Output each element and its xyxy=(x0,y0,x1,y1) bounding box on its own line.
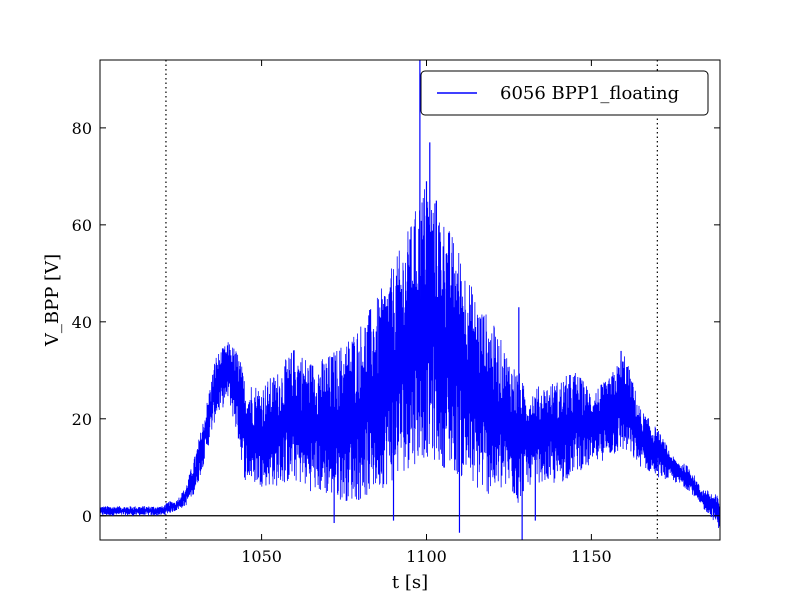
x-tick-label-2: 1150 xyxy=(571,547,612,566)
x-tick-label-0: 1050 xyxy=(241,547,282,566)
legend-box xyxy=(420,70,709,116)
x-axis-label: t [s] xyxy=(392,572,428,593)
y-axis-label: V_BPP [V] xyxy=(42,254,63,347)
plot-frame xyxy=(99,59,721,541)
y-tick-label-1: 20 xyxy=(72,410,92,429)
y-tick-label-2: 40 xyxy=(72,313,92,332)
legend-entry-label: 6056 BPP1_floating xyxy=(500,83,679,104)
y-tick-label-4: 80 xyxy=(72,119,92,138)
axis-layer: 1050 1100 1150 0 20 40 60 80 xyxy=(72,60,720,566)
y-tick-label-0: 0 xyxy=(82,507,92,526)
legend: 6056 BPP1_floating xyxy=(420,70,709,116)
plot-layer xyxy=(100,60,720,540)
y-tick-label-3: 60 xyxy=(72,216,92,235)
x-tick-label-1: 1100 xyxy=(406,547,447,566)
